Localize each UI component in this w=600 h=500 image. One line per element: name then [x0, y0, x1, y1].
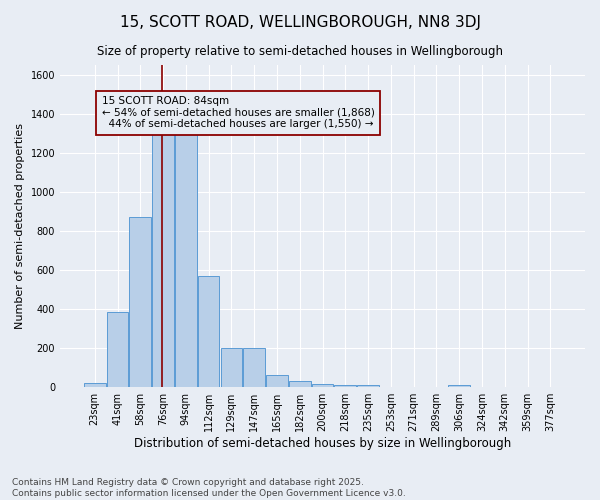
Text: 15, SCOTT ROAD, WELLINGBOROUGH, NN8 3DJ: 15, SCOTT ROAD, WELLINGBOROUGH, NN8 3DJ	[119, 15, 481, 30]
Bar	[334, 386, 356, 387]
Bar	[312, 384, 334, 387]
X-axis label: Distribution of semi-detached houses by size in Wellingborough: Distribution of semi-detached houses by …	[134, 437, 511, 450]
Bar	[84, 384, 106, 387]
Bar	[289, 382, 311, 387]
Text: 15 SCOTT ROAD: 84sqm
← 54% of semi-detached houses are smaller (1,868)
  44% of : 15 SCOTT ROAD: 84sqm ← 54% of semi-detac…	[101, 96, 374, 130]
Bar	[107, 312, 128, 387]
Bar	[198, 276, 220, 387]
Bar	[152, 130, 174, 387]
Bar	[357, 386, 379, 387]
Bar	[175, 130, 197, 387]
Bar	[130, 218, 151, 387]
Text: Contains HM Land Registry data © Crown copyright and database right 2025.
Contai: Contains HM Land Registry data © Crown c…	[12, 478, 406, 498]
Bar	[221, 348, 242, 387]
Y-axis label: Number of semi-detached properties: Number of semi-detached properties	[15, 123, 25, 329]
Bar	[244, 348, 265, 387]
Bar	[448, 386, 470, 387]
Bar	[266, 376, 288, 387]
Text: Size of property relative to semi-detached houses in Wellingborough: Size of property relative to semi-detach…	[97, 45, 503, 58]
